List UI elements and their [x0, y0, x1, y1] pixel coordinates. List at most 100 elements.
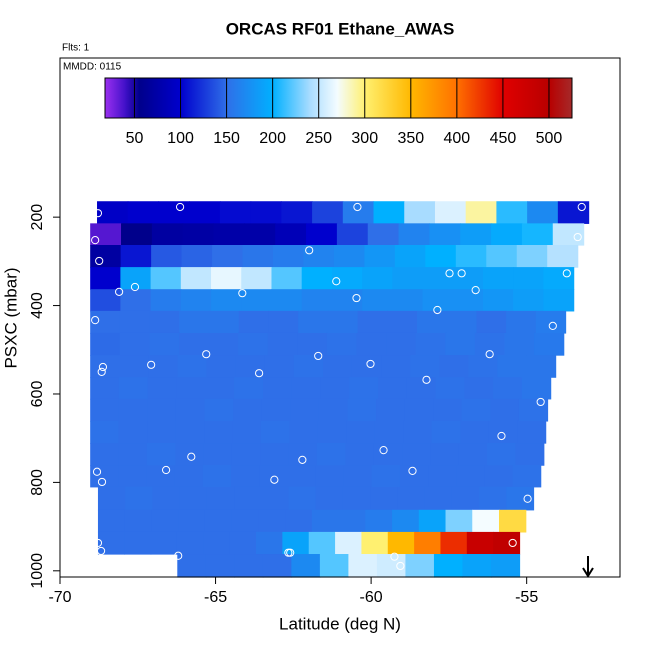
colorbar-tick-label: 300 [351, 130, 378, 147]
heat-cell [543, 267, 575, 290]
heat-cell [124, 509, 153, 533]
heat-cell [303, 244, 335, 268]
heat-cell [462, 554, 492, 578]
heat-cell [518, 398, 549, 422]
heat-cell [124, 531, 152, 555]
sample-point [174, 551, 183, 560]
sample-point [562, 269, 571, 278]
heat-cell [429, 223, 461, 246]
heat-cell [512, 465, 542, 488]
heat-cell [189, 201, 221, 224]
heat-cell [149, 310, 180, 334]
heat-cell [290, 398, 320, 422]
sample-point [93, 209, 103, 218]
heat-cell [440, 531, 468, 555]
y-tick-label: 1000 [29, 553, 46, 589]
heat-cell [446, 310, 478, 334]
heat-cell [331, 267, 363, 290]
heat-cell [97, 486, 126, 511]
sample-point [97, 367, 106, 376]
heat-cell [262, 554, 292, 578]
heat-cell [174, 465, 204, 488]
colorbar-segment [456, 78, 504, 118]
heat-cell [234, 377, 264, 400]
heat-cell [177, 554, 207, 578]
heat-cell [456, 465, 485, 488]
heat-cell [301, 289, 333, 312]
heat-cell [371, 465, 401, 488]
heat-cell [387, 531, 415, 555]
heat-cell [406, 377, 437, 400]
heat-cell [486, 244, 518, 268]
heat-cell [343, 465, 373, 488]
sample-point [175, 202, 185, 212]
heat-cell [336, 223, 369, 246]
heat-cell [90, 355, 120, 378]
sample-point [508, 538, 517, 548]
heat-cell [517, 420, 547, 444]
heat-cell [241, 267, 273, 290]
heat-cell [211, 267, 242, 290]
heat-cell [178, 509, 206, 533]
colorbar-segment [272, 78, 310, 118]
heat-cell [271, 267, 303, 290]
colorbar-segment [180, 78, 227, 118]
heat-cell [392, 289, 424, 312]
sample-point [408, 466, 417, 476]
heat-cell [376, 398, 406, 422]
heat-cell [148, 355, 179, 378]
heat-cell [547, 244, 579, 268]
colorbar-tick-label: 450 [490, 130, 517, 147]
heat-cell [260, 420, 291, 444]
heat-cell [534, 332, 565, 356]
sample-point [93, 538, 103, 548]
heat-cell [414, 531, 442, 555]
heat-cell [490, 398, 520, 422]
heat-cell [118, 398, 148, 422]
heat-cell [398, 223, 431, 246]
chart-title: ORCAS RF01 Ethane_AWAS [226, 19, 455, 38]
heat-cell [97, 531, 125, 555]
sample-point [379, 446, 388, 455]
heat-cell [119, 355, 149, 378]
colorbar-segment [502, 78, 550, 118]
heat-cell [90, 420, 120, 444]
heat-cell [262, 377, 293, 400]
heat-cell [180, 289, 212, 312]
heat-cell [465, 201, 498, 224]
heat-cell [317, 420, 347, 444]
heat-cell [362, 267, 393, 290]
sample-point [305, 246, 314, 255]
sample-point [548, 321, 557, 330]
x-tick-label: -70 [48, 589, 71, 606]
heat-cell [175, 398, 206, 422]
heat-cell [146, 443, 176, 466]
heat-cell [370, 486, 398, 511]
heat-cell [209, 310, 240, 334]
sample-point [390, 552, 399, 561]
heat-cell [147, 420, 177, 444]
heat-cell [97, 509, 126, 533]
sample-point [314, 351, 323, 361]
heat-cell [365, 509, 393, 533]
sample-point [115, 287, 124, 296]
heat-cell [90, 267, 121, 290]
heat-cell [120, 289, 152, 312]
heat-cell [242, 244, 274, 268]
heat-cell [150, 267, 182, 290]
heat-cell [319, 554, 349, 578]
heat-cell [234, 486, 262, 511]
heat-cell [238, 310, 270, 334]
colorbar-segment [548, 78, 573, 118]
sample-point [457, 269, 466, 278]
heat-cell [90, 332, 121, 356]
colorbar-segment [139, 78, 181, 118]
y-tick-label: 400 [29, 292, 46, 319]
heat-cell [180, 267, 212, 290]
heat-cell [405, 554, 435, 578]
heat-cell [149, 332, 180, 356]
heat-cell [410, 355, 440, 378]
heat-cell [433, 398, 463, 422]
heat-cell [521, 377, 552, 400]
